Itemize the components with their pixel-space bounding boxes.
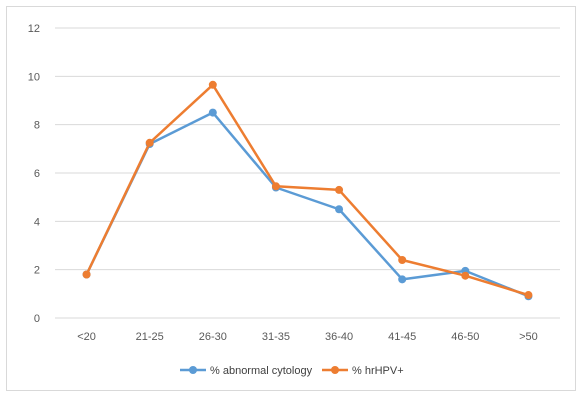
- data-point: [335, 185, 344, 194]
- data-point: [82, 270, 91, 279]
- data-point: [398, 256, 407, 264]
- data-point: [524, 291, 533, 300]
- y-tick-label: 10: [28, 71, 40, 83]
- y-axis-ticks: 0 2 4 6 8 10 12: [28, 23, 40, 325]
- gridlines: [55, 27, 560, 319]
- y-tick-label: 4: [34, 216, 40, 228]
- y-tick-label: 12: [28, 23, 40, 35]
- series-2: [82, 80, 533, 300]
- x-tick-label: >50: [519, 331, 538, 343]
- x-tick-label: 41-45: [388, 331, 416, 343]
- data-point: [271, 182, 280, 191]
- x-tick-label: 46-50: [451, 331, 479, 343]
- series-line: [85, 83, 529, 297]
- x-tick-label: <20: [77, 331, 96, 343]
- y-tick-label: 2: [34, 265, 40, 277]
- data-point: [335, 205, 344, 214]
- legend-label: % abnormal cytology: [210, 365, 313, 377]
- x-axis-ticks: <20 21-25 26-30 31-35 36-40 41-45 46-50 >50: [77, 331, 538, 343]
- x-tick-label: 36-40: [325, 331, 353, 343]
- series-group: [82, 80, 533, 301]
- y-tick-label: 6: [34, 168, 40, 180]
- data-point: [461, 271, 470, 280]
- x-tick-label: 31-35: [262, 331, 290, 343]
- legend-swatch-marker: [331, 366, 339, 374]
- x-tick-label: 26-30: [199, 331, 227, 343]
- x-tick-label: 21-25: [136, 331, 164, 343]
- chart-frame: [6, 6, 576, 391]
- legend-label: % hrHPV+: [352, 365, 404, 377]
- data-point: [398, 275, 407, 284]
- data-point: [145, 138, 154, 147]
- data-point: [208, 80, 217, 89]
- y-tick-label: 8: [34, 120, 40, 132]
- legend-swatch-marker: [189, 366, 197, 374]
- data-point: [208, 108, 217, 117]
- series-1: [82, 108, 533, 301]
- legend: % abnormal cytology % hrHPV+: [180, 365, 404, 377]
- y-tick-label: 0: [34, 313, 40, 325]
